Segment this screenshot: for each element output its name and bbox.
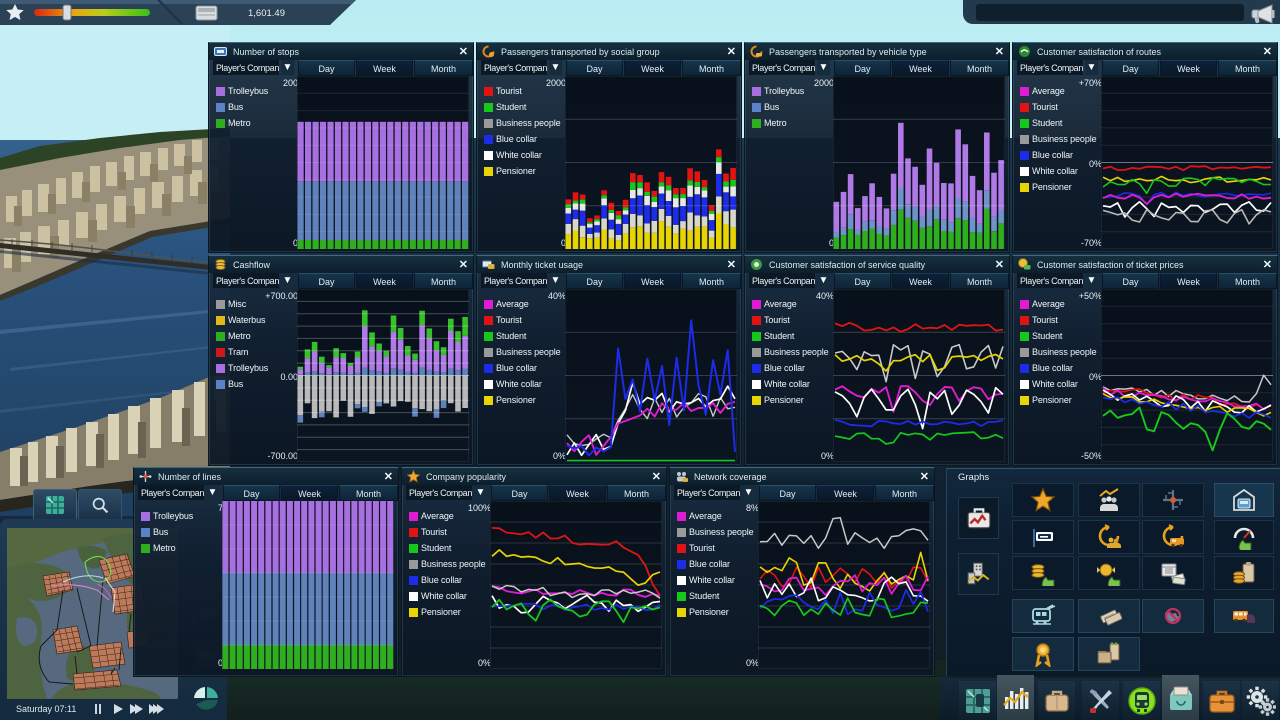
svg-text:1,601.49: 1,601.49 bbox=[248, 8, 285, 19]
